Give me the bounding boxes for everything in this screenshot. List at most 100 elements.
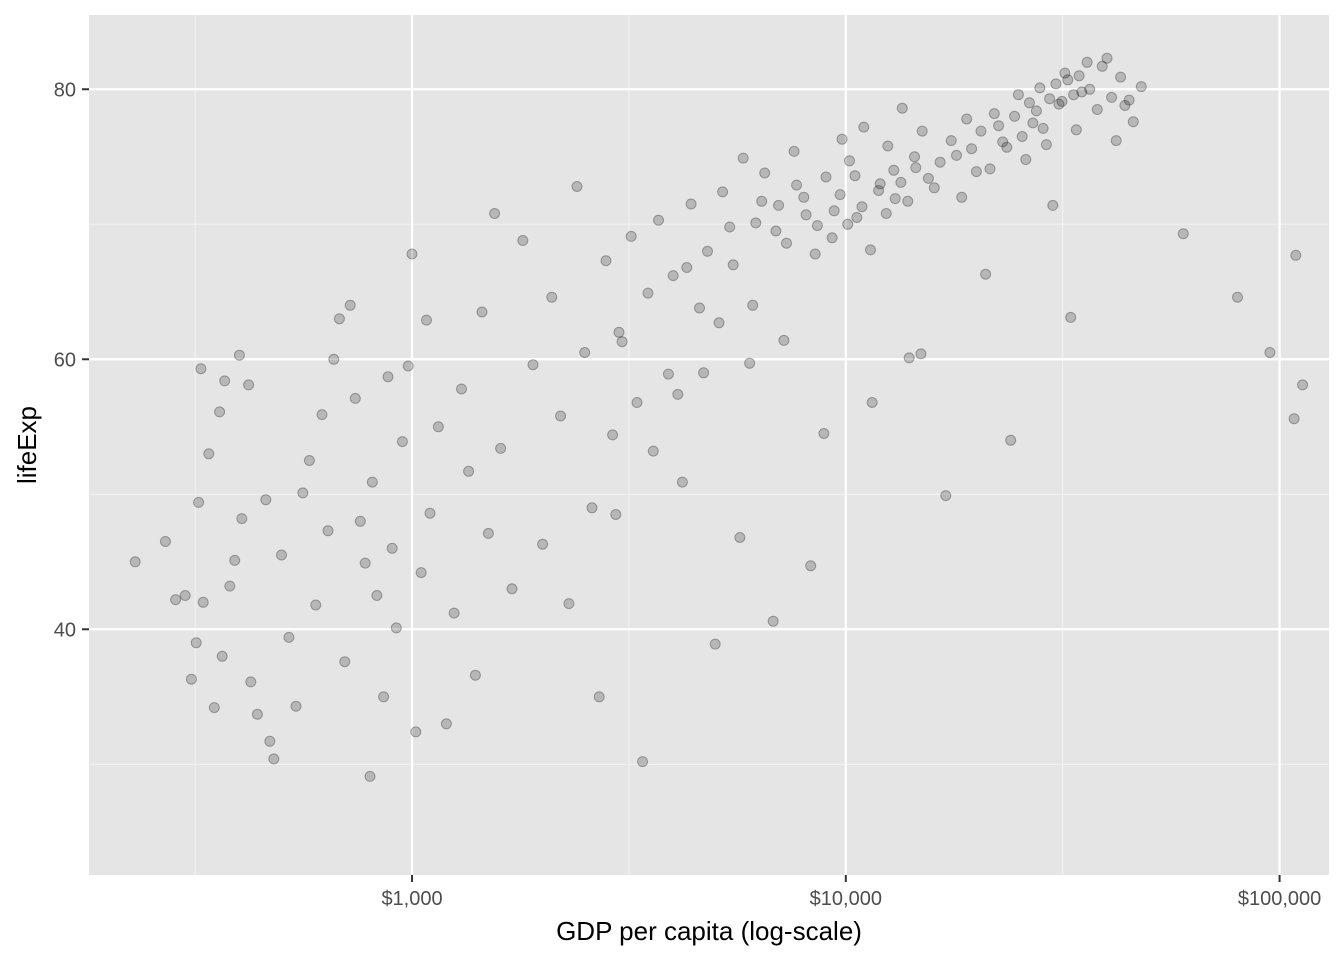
data-point [865,244,876,256]
data-point [1050,78,1062,90]
data-point [1056,95,1068,107]
data-point [1073,70,1085,82]
data-point [1020,154,1032,165]
data-point [179,590,191,601]
data-point [264,735,276,747]
data-point [1005,434,1017,446]
data-point [593,691,605,703]
data-point [834,189,846,201]
data-point [251,708,263,720]
data-point [410,726,422,738]
data-point [781,237,792,249]
data-point [1027,117,1039,129]
data-point [856,201,868,213]
data-point [236,513,248,525]
data-point [1034,82,1046,94]
data-point [916,125,928,137]
data-point [818,428,830,439]
data-point [610,509,622,520]
data-point [268,753,280,765]
data-point [245,676,257,688]
data-point [193,496,205,508]
data-point [873,185,885,196]
data-point [476,306,488,318]
data-point [1081,56,1093,68]
data-point [1070,124,1082,136]
data-point [1290,249,1302,261]
data-point [195,363,207,375]
data-point [563,598,575,610]
data-point [1288,413,1300,425]
data-point [767,615,779,627]
data-point [756,195,768,207]
data-point [303,455,315,466]
data-point [276,549,287,561]
data-point [805,560,817,572]
data-point [586,502,598,514]
data-point [836,133,848,145]
data-point [1106,91,1118,103]
data-point [219,375,231,387]
data-point [607,429,619,441]
data-point [685,198,697,210]
data-point [489,208,501,219]
data-point [208,702,220,714]
x-tick-label: $1,000 [381,888,442,910]
data-point [185,673,197,685]
data-point [402,360,414,372]
data-point [517,235,529,246]
data-point [546,291,558,303]
data-point [902,195,914,207]
data-point [874,178,886,190]
data-point [717,186,729,198]
data-point [333,313,345,325]
data-point [616,336,628,348]
data-point [415,567,427,579]
data-point [1115,71,1127,83]
plot-panel [89,15,1329,875]
data-point [828,205,840,217]
data-point [354,515,366,527]
data-point [190,637,202,649]
data-point [1059,67,1071,79]
data-point [844,155,855,167]
data-point [216,650,228,662]
data-point [1127,116,1139,128]
data-point [600,255,612,267]
data-point [647,445,659,457]
data-point [1177,228,1189,240]
data-point [537,538,549,550]
data-point [970,166,982,178]
y-tick-label: 80 [54,79,76,101]
data-point [159,536,171,547]
minor-gridlines [89,15,1329,875]
y-tick-label: 60 [54,349,76,371]
data-point [1076,86,1088,98]
data-point [448,607,460,619]
data-point [744,357,756,369]
data-point [1135,81,1147,93]
data-point [866,397,878,408]
data-point [1084,83,1096,95]
data-point [778,334,790,346]
data-point [889,193,901,205]
data-point [702,245,713,257]
data-point [506,583,518,595]
data-point [297,487,309,499]
data-point [1044,93,1056,105]
data-point [637,756,649,768]
data-point [214,406,226,418]
data-point [975,125,987,137]
data-point [826,232,838,244]
data-point [809,248,821,260]
data-point [849,170,861,182]
data-point [773,199,785,211]
data-point [988,108,1000,120]
data-point [676,476,688,488]
data-point [1023,97,1035,109]
data-point [1065,311,1077,323]
data-point [390,622,402,634]
y-axis-title: lifeExp [12,406,42,484]
data-point [698,367,710,379]
data-point [1096,60,1108,72]
